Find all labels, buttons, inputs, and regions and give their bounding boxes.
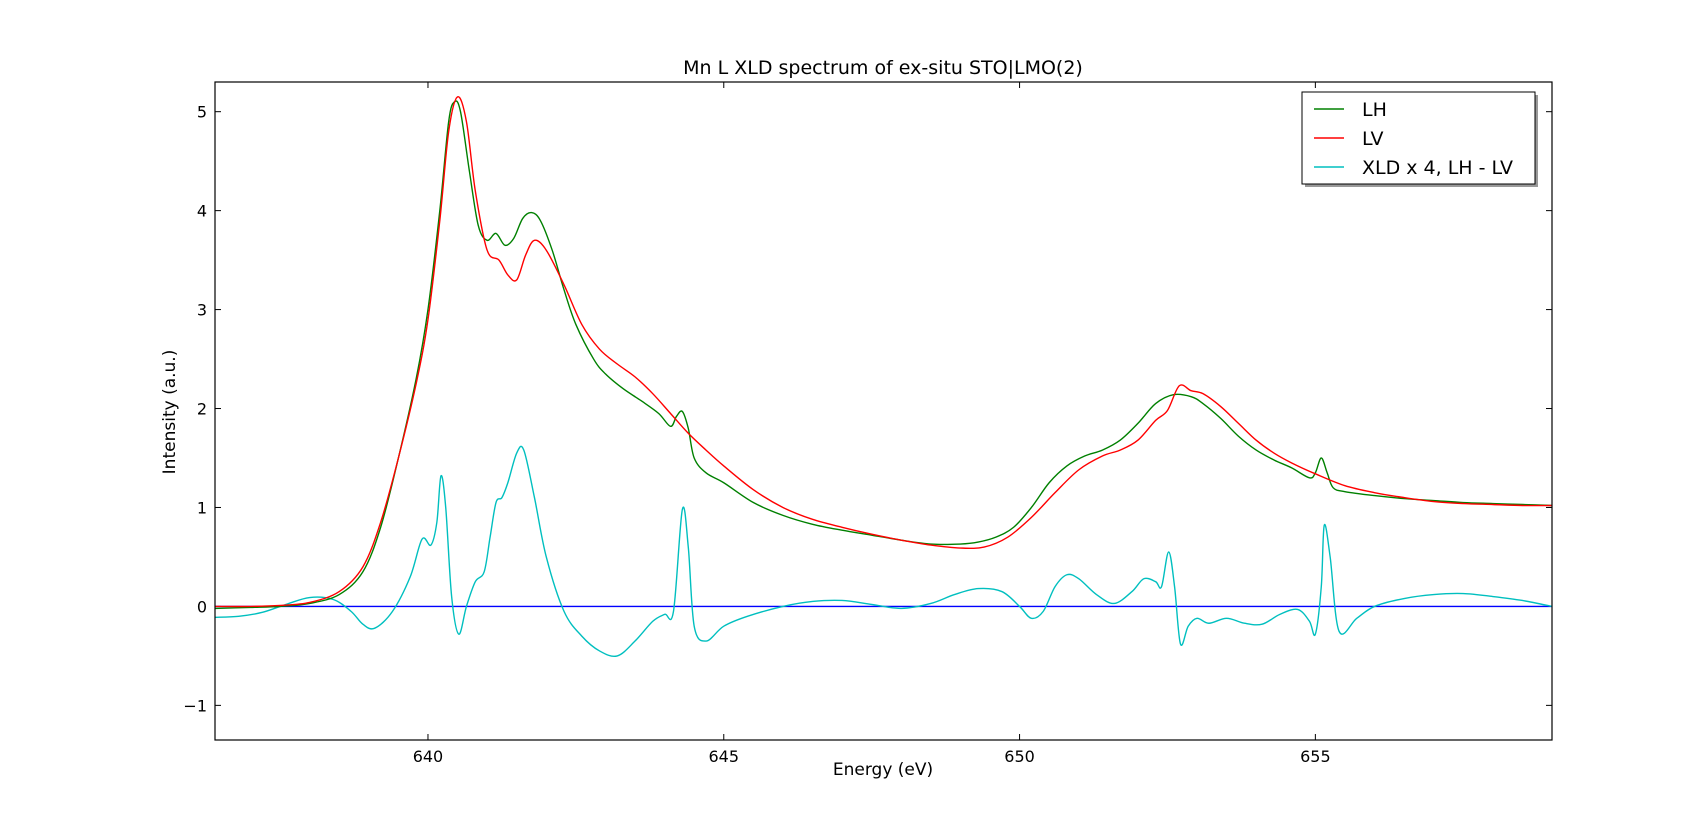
x-tick-label: 650 [1004, 747, 1035, 766]
y-tick-label: 4 [197, 202, 207, 221]
y-tick-label: −1 [183, 696, 207, 715]
legend-label: LV [1362, 128, 1384, 150]
x-axis-title: Energy (eV) [833, 760, 933, 780]
y-tick-label: 1 [197, 498, 207, 517]
legend-label: XLD x 4, LH - LV [1362, 157, 1513, 179]
y-tick-label: 3 [197, 301, 207, 320]
x-tick-label: 645 [708, 747, 739, 766]
series-line-lv [215, 96, 1552, 608]
x-tick-label: 640 [413, 747, 444, 766]
series-line-xld-x-4-lh-lv [215, 445, 1552, 657]
plot-frame [214, 81, 1553, 741]
y-tick-label: 5 [197, 103, 207, 122]
x-tick-label: 655 [1300, 747, 1331, 766]
y-axis-title: Intensity (a.u.) [160, 350, 180, 475]
legend: LH LV XLD x 4, LH - LV [1301, 91, 1538, 187]
series-group [215, 96, 1552, 657]
y-tick-label: 0 [197, 597, 207, 616]
legend-label: LH [1362, 99, 1387, 121]
axis-ticks: 640 645 650 655 −1 0 1 2 3 4 5 [183, 82, 1552, 766]
y-tick-label: 2 [197, 400, 207, 419]
chart-title: Mn L XLD spectrum of ex-situ STO|LMO(2) [683, 57, 1083, 79]
